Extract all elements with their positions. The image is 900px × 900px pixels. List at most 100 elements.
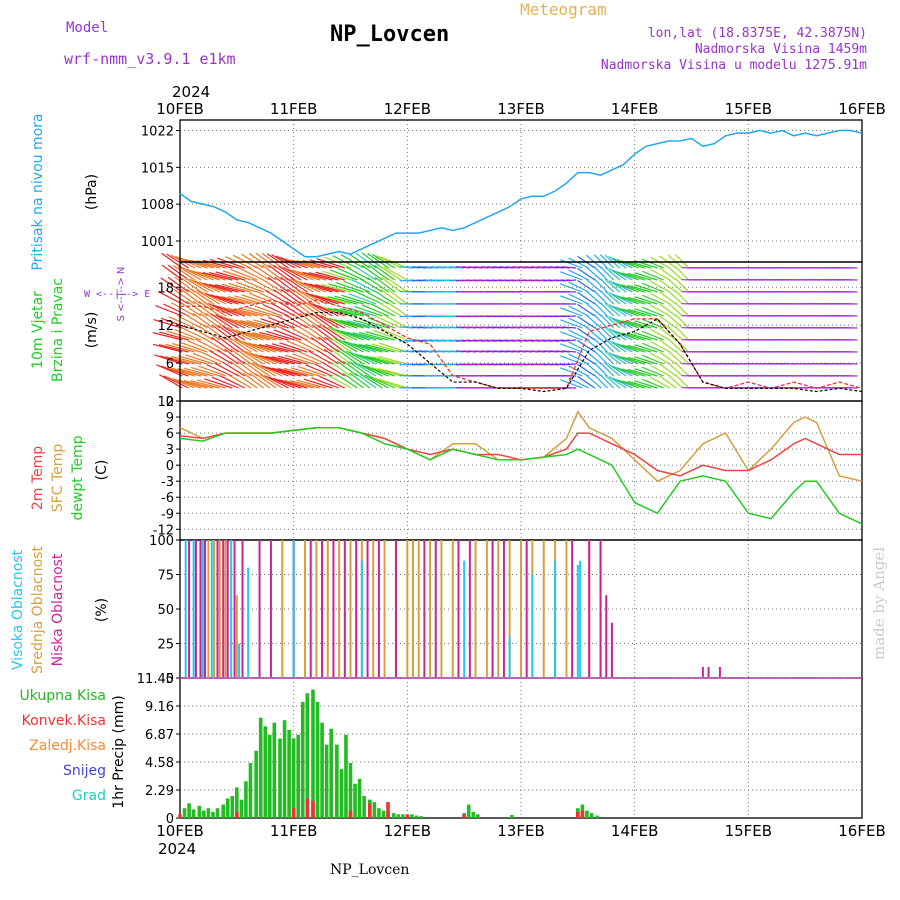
wind-arrow [304, 301, 327, 317]
precip-convective-bar [462, 814, 466, 818]
precip-total-bar [353, 783, 357, 818]
wind-arrow [261, 365, 289, 377]
wind-arrow [373, 377, 402, 389]
wind-arrow [267, 276, 289, 293]
precip-total-bar [315, 701, 320, 818]
precip-total-bar [400, 814, 405, 818]
precip-total-bar [362, 795, 366, 818]
wind-arrow [265, 355, 295, 365]
wind-arrow [322, 325, 346, 341]
wind-arrow [287, 268, 314, 281]
wind-arrow [585, 362, 602, 377]
wind-arrow [172, 342, 202, 353]
wind-arrow [353, 343, 383, 353]
wind-arrow [315, 313, 339, 329]
wind-arrow [593, 350, 608, 365]
model-elevation-text: Nadmorska Visina u modelu 1275.91m [600, 58, 867, 73]
wind-arrow [221, 283, 252, 293]
wind-gust-line [180, 299, 863, 390]
wind-arrow [179, 341, 208, 353]
wind-arrow [336, 348, 358, 365]
wind-arrow [354, 305, 383, 317]
wind-arrow [186, 268, 214, 281]
wind-arrow [599, 314, 615, 329]
wind-arrow [675, 326, 690, 341]
wind-arrow [209, 350, 233, 365]
wind-arrow [265, 343, 295, 353]
wind-arrow [612, 365, 633, 377]
wind-arrow [317, 324, 339, 341]
wind-arrow [659, 327, 677, 341]
wind-arrow [292, 353, 321, 365]
wind-arrow [608, 279, 627, 293]
wind-arrow [675, 278, 690, 293]
wind-arrow [215, 271, 245, 281]
wind-arrow [224, 336, 246, 353]
wind-arrow [380, 288, 402, 305]
wind-arrow [627, 332, 652, 341]
wind-arrow [329, 337, 352, 353]
wind-arrow [334, 319, 364, 329]
wind-arrow [667, 350, 683, 365]
wind-arrow [214, 362, 239, 377]
wind-arrow [178, 355, 208, 365]
wind-arrow [286, 300, 308, 317]
y-tick-label: 2.29 [145, 784, 174, 799]
wind-arrow [158, 344, 189, 353]
model-value: wrf-nmm_v3.9.1 e1km [64, 50, 236, 68]
wind-arrow [182, 327, 208, 341]
wind-arrow [361, 264, 383, 281]
wind-arrow [256, 363, 283, 377]
wind-arrow [362, 304, 389, 317]
wind-arrow [305, 324, 327, 341]
temp-2m-line [179, 426, 862, 477]
wind-arrow [184, 367, 214, 377]
wind-arrow [286, 288, 308, 305]
wind-arrow [294, 339, 321, 353]
wind-arrow [675, 350, 690, 365]
wind-arrow [205, 324, 227, 341]
wind-arrow [371, 367, 402, 377]
wind-arrow [641, 378, 664, 389]
precip-total-bar [300, 701, 305, 818]
wind-arrow [585, 290, 602, 305]
wind-title: 10m Vjetar [30, 291, 46, 369]
wind-arrow [160, 365, 189, 377]
wind-arrow [257, 291, 283, 305]
wind-arrow [290, 278, 314, 293]
wind-arrow [171, 302, 196, 317]
wind-arrow [577, 279, 596, 293]
wind-arrow [348, 293, 377, 305]
precip-total-bar [585, 810, 589, 818]
wind-arrow [560, 295, 583, 305]
watermark: made by Angel [870, 546, 888, 660]
wind-arrow [621, 296, 646, 305]
wind-arrow [353, 361, 377, 377]
wind-arrow [627, 380, 652, 389]
bottom-x-tick-label: 11FEB [270, 822, 317, 840]
wind-arrow [262, 304, 289, 317]
wind-arrow [303, 378, 333, 389]
wind-arrow [675, 266, 690, 281]
wind-arrow [593, 338, 608, 353]
wind-arrow [222, 306, 252, 317]
wind-arrow [608, 363, 627, 377]
wind-arrow [215, 295, 245, 305]
precip-convective-bar [580, 810, 585, 818]
wind-arrow [179, 301, 202, 317]
wind-arrow [562, 279, 577, 282]
precip-total-bar [414, 815, 419, 818]
wind-arrow [196, 379, 227, 389]
wind-arrow [562, 350, 577, 353]
wind-arrow [641, 330, 664, 341]
wind-arrow [675, 362, 690, 377]
wind-arrow [377, 367, 408, 377]
wind-arrow [593, 278, 608, 293]
wind-arrow [320, 315, 346, 329]
wind-arrow [641, 318, 664, 329]
bottom-x-tick-label: 15FEB [725, 822, 772, 840]
wind-arrow [585, 374, 602, 389]
wind-arrow [271, 343, 302, 353]
wind-arrow [593, 362, 608, 377]
wind-arrow [650, 280, 671, 293]
